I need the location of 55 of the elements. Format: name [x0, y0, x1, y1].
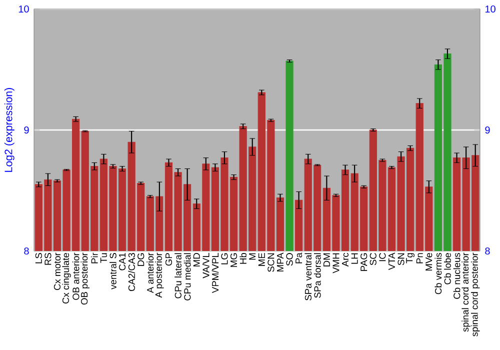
x-tick-label: MPA: [277, 252, 284, 272]
y-tick-label: 10: [18, 5, 29, 13]
x-tick-label: Cb vermis: [434, 252, 442, 294]
x-tick-label: VTA: [388, 252, 395, 270]
x-tick-label: OB anterior: [72, 252, 80, 300]
x-tick-label: SC: [370, 252, 376, 266]
x-tick-label: CPu lateral: [174, 253, 182, 298]
x-tick-label: Cx cingulate: [62, 253, 71, 304]
x-tick-label: VA/VL: [202, 252, 210, 278]
x-tick-label: RS: [44, 253, 52, 265]
x-tick-label: VMH: [332, 253, 340, 274]
x-tick-label: SPa ventral: [304, 253, 312, 300]
x-tick-label: CA1: [118, 253, 126, 270]
x-tick-label: DM: [323, 253, 330, 266]
x-tick-label: A posterior: [155, 252, 164, 298]
x-tick-label: PAG: [360, 253, 368, 271]
x-tick-label: Tg: [406, 253, 414, 264]
x-tick-label: M: [249, 253, 256, 260]
x-tick-label: CA2/CA3: [128, 253, 135, 292]
x-tick-label: Cb nucleus: [453, 252, 460, 299]
x-tick-label: Pa: [296, 252, 302, 264]
x-tick-label: A anterior: [146, 252, 154, 294]
y-tick-label: 9: [24, 126, 29, 134]
x-tick-label: LH: [351, 253, 358, 264]
y2-tick-label: 10: [485, 5, 496, 13]
x-tick-label: Tu: [100, 253, 107, 263]
x-tick-label: Cb lobe: [444, 253, 451, 284]
x-tick-label: ME: [258, 253, 265, 266]
x-tick-label: SN: [398, 253, 404, 266]
y2-tick-label: 8: [485, 247, 490, 255]
x-tick-label: ventral S: [110, 253, 116, 290]
x-tick-label: SO: [286, 253, 293, 266]
x-tick-label: Cx motor: [54, 252, 61, 290]
x-tick-label: spinal cord anterior: [462, 252, 470, 332]
x-tick-label: MD: [193, 253, 200, 266]
y-tick-label: 8: [24, 247, 29, 255]
x-tick-label: SCN: [268, 253, 274, 272]
x-tick-label: MG: [230, 253, 238, 267]
x-tick-label: SPa dorsal: [314, 253, 321, 298]
x-tick-label: OB posterior: [80, 252, 90, 305]
x-tick-label: Pir: [91, 252, 98, 264]
x-tick-label: spinal cord posterior: [471, 252, 480, 336]
x-tick-label: LS: [35, 253, 42, 264]
x-tick-label: Pn: [416, 253, 423, 264]
y-axis-title: Log2 (expression): [4, 88, 14, 172]
x-tick-label: GP: [165, 253, 172, 266]
x-tick-label: LG: [221, 253, 228, 264]
x-tick-label: Arc: [342, 252, 349, 267]
y2-tick-label: 9: [485, 126, 490, 134]
x-tick-label: Hb: [240, 253, 246, 264]
x-tick-label: IC: [379, 252, 386, 262]
x-tick-label: CPu medial: [184, 253, 191, 300]
x-tick-label: VPM/VPL: [212, 252, 219, 294]
x-tick-label: MVe: [426, 253, 432, 270]
x-tick-label: DG: [138, 253, 144, 266]
